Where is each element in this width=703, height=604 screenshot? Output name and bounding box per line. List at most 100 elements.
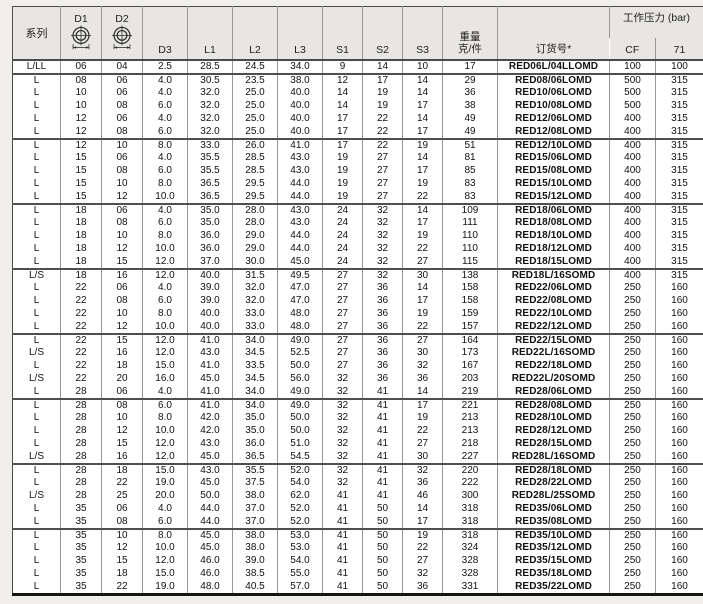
cell-s3: 27 <box>402 437 443 451</box>
cell-d3: 15.0 <box>142 359 188 373</box>
col-header-s3: S3 <box>402 6 443 61</box>
cell-weight: 318 <box>442 502 498 516</box>
cell-d1: 22 <box>60 333 102 347</box>
cell-series: L/S <box>28 373 44 384</box>
cell-p71: 100 <box>655 59 703 75</box>
cell-p71: 315 <box>655 86 703 100</box>
cell-order_no: RED18/06LOMD <box>497 203 610 217</box>
cell-cf: 250 <box>609 463 656 477</box>
cell-weight: 49 <box>442 112 498 126</box>
cell-p71: 315 <box>655 125 703 140</box>
cell-d3: 12.0 <box>142 268 188 282</box>
cell-d2: 25 <box>101 489 143 503</box>
cell-l3: 54.0 <box>277 476 323 490</box>
cell-p71: 315 <box>655 164 703 178</box>
cell-s3: 36 <box>402 372 443 386</box>
cell-series: L <box>33 542 40 553</box>
cell-l3: 44.0 <box>277 190 323 205</box>
cell-weight: 213 <box>442 424 498 438</box>
cell-series: L <box>33 477 40 488</box>
cell-d3: 12.0 <box>142 437 188 451</box>
cell-cf: 250 <box>609 281 656 295</box>
cell-order_no: RED35/15LOMD <box>497 554 610 568</box>
cell-l2: 34.5 <box>232 372 278 386</box>
cell-p71: 315 <box>655 268 703 282</box>
cell-s1: 41 <box>322 580 363 594</box>
cell-d2: 10 <box>101 307 143 321</box>
cell-s3: 14 <box>402 203 443 217</box>
cell-series: L <box>12 255 61 270</box>
cell-weight: 328 <box>442 567 498 581</box>
cell-d1: 18 <box>60 203 102 217</box>
col-header-series: 系列 <box>12 6 61 61</box>
cell-d1: 22 <box>60 320 102 335</box>
cell-s3: 14 <box>402 502 443 516</box>
cell-weight: 110 <box>442 242 498 256</box>
d2-label: D2 <box>115 13 129 26</box>
cell-d3: 10.0 <box>142 541 188 555</box>
cell-series: L <box>33 139 40 151</box>
cell-l1: 40.0 <box>187 268 233 282</box>
cell-l3: 47.0 <box>277 294 323 308</box>
cell-l2: 25.0 <box>232 112 278 126</box>
cell-l3: 53.0 <box>277 528 323 542</box>
cell-s3: 27 <box>402 255 443 270</box>
cell-s2: 27 <box>362 177 403 191</box>
cell-order_no: RED18L/16SOMD <box>497 268 610 282</box>
cell-l3: 44.0 <box>277 177 323 191</box>
cell-cf: 250 <box>609 541 656 555</box>
cell-series: L/S <box>28 490 44 501</box>
cell-p71: 315 <box>655 190 703 205</box>
cell-s1: 14 <box>322 86 363 100</box>
cell-d2: 06 <box>101 281 143 295</box>
table-row: L 28 10 8.0 42.0 35.0 50.0 32 41 19 213 RED28/10LOM… <box>13 411 703 425</box>
cell-weight: 328 <box>442 554 498 568</box>
cell-p71: 160 <box>655 281 703 295</box>
cell-s3: 14 <box>402 151 443 165</box>
cell-weight: 331 <box>442 580 498 594</box>
cell-series: L <box>33 529 40 541</box>
cell-s2: 41 <box>362 450 403 465</box>
cell-l3: 49.5 <box>277 268 323 282</box>
cell-series: L <box>33 334 40 346</box>
cell-d3: 8.0 <box>142 307 188 321</box>
table-row: L/S 28 16 12.0 45.0 36.5 54.5 32 41 30 227 RED28L/1… <box>12 450 703 465</box>
table-row: L 28 22 19.0 45.0 37.5 54.0 32 41 36 222 RED28/22LO… <box>13 476 703 490</box>
cell-l1: 43.0 <box>187 346 233 360</box>
cell-l1: 50.0 <box>187 489 233 503</box>
cell-series: L <box>12 320 61 335</box>
cell-p71: 160 <box>655 385 703 400</box>
cell-p71: 315 <box>655 203 703 217</box>
cell-s1: 19 <box>322 177 363 191</box>
table-row: L 22 12 10.0 40.0 33.0 48.0 27 36 22 157 RED22/12LO… <box>12 320 703 335</box>
cell-d2: 10 <box>101 138 143 152</box>
cell-cf: 400 <box>609 216 656 230</box>
cell-d2: 06 <box>101 151 143 165</box>
cell-d1: 18 <box>60 229 102 243</box>
col-header-cf: CF <box>609 37 656 61</box>
cell-order_no: RED22/08LOMD <box>497 294 610 308</box>
cell-order_no: RED28/06LOMD <box>497 385 610 400</box>
cell-d3: 12.0 <box>142 255 188 270</box>
cell-l3: 40.0 <box>277 99 323 113</box>
cell-d2: 12 <box>101 424 143 438</box>
cell-p71: 160 <box>655 463 703 477</box>
cell-order_no: RED18/15LOMD <box>497 255 610 270</box>
cell-d1: 12 <box>60 138 102 152</box>
cell-l3: 49.0 <box>277 385 323 400</box>
cell-cf: 400 <box>609 125 656 140</box>
cell-l2: 35.0 <box>232 424 278 438</box>
cell-cf: 250 <box>609 567 656 581</box>
cell-order_no: RED15/08LOMD <box>497 164 610 178</box>
col-header-71: 71 <box>655 37 703 61</box>
cell-d1: 35 <box>60 567 102 581</box>
cell-s2: 50 <box>362 515 403 530</box>
cell-order_no: RED22/10LOMD <box>497 307 610 321</box>
cell-s1: 27 <box>322 268 363 282</box>
cell-p71: 160 <box>655 554 703 568</box>
cell-d2: 08 <box>101 294 143 308</box>
cell-d3: 4.0 <box>142 112 188 126</box>
cell-l3: 45.0 <box>277 255 323 270</box>
cell-l2: 32.0 <box>232 294 278 308</box>
cell-d2: 18 <box>101 567 143 581</box>
